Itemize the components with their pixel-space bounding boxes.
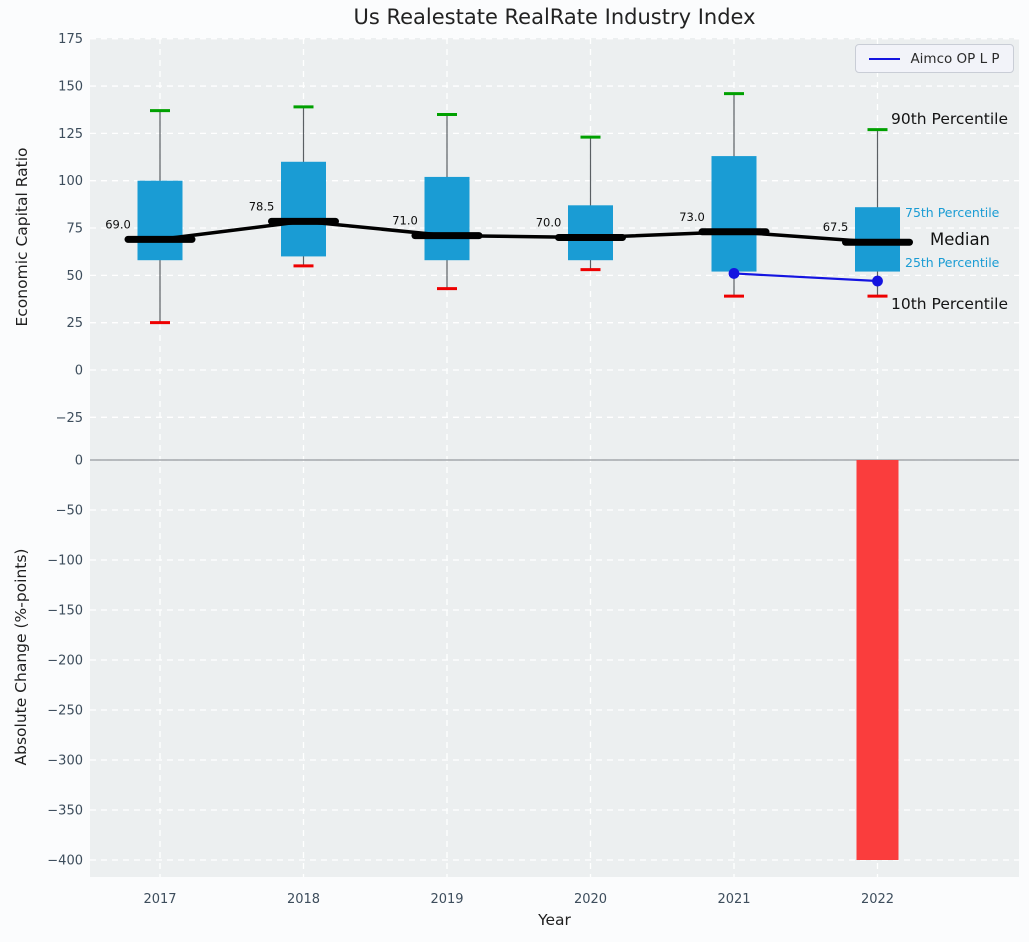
- y-tick-label: −400: [47, 854, 83, 869]
- y-tick-label: −350: [47, 804, 83, 819]
- median-value-label-2021: 73.0: [679, 210, 705, 224]
- y-tick-label: 0: [75, 364, 83, 379]
- x-axis-label-year: Year: [538, 911, 571, 929]
- legend-label: Aimco OP L P: [910, 50, 1000, 67]
- box-2017: [137, 180, 183, 261]
- aimco-point-2022: [872, 275, 883, 287]
- x-tick-label: 2019: [430, 892, 463, 907]
- legend: Aimco OP L P: [855, 44, 1014, 73]
- x-tick-label: 2022: [861, 892, 894, 907]
- y-tick-label: 125: [58, 127, 83, 142]
- aimco-line: [733, 272, 878, 283]
- y-tick-label: 50: [66, 269, 83, 284]
- annotation-90th-percentile: 90th Percentile: [891, 110, 1009, 128]
- y-tick-label: 75: [66, 222, 83, 237]
- y-tick-label: −250: [47, 704, 83, 719]
- y-tick-label: −25: [56, 411, 83, 426]
- annotation-10th-percentile: 10th Percentile: [891, 295, 1009, 313]
- y-tick-label: 100: [58, 174, 83, 189]
- x-tick-label: 2018: [287, 892, 320, 907]
- change-bar-2022: [856, 460, 899, 860]
- median-value-label-2020: 70.0: [536, 215, 562, 229]
- x-tick-label: 2017: [143, 892, 176, 907]
- y-tick-label: 175: [58, 32, 83, 47]
- x-tick-label: 2021: [717, 892, 750, 907]
- median-value-label-2019: 71.0: [392, 214, 418, 228]
- median-value-label-2018: 78.5: [249, 199, 275, 213]
- annotation-25th-percentile: 25th Percentile: [905, 255, 1000, 270]
- aimco-point-2021: [728, 268, 740, 279]
- y-axis-label-economic-capital-ratio: Economic Capital Ratio: [13, 147, 31, 327]
- y-tick-label: 150: [58, 80, 83, 95]
- box-2021: [711, 156, 757, 272]
- legend-line-swatch: [869, 57, 901, 60]
- y-tick-label: 25: [66, 316, 83, 331]
- x-tick-label: 2020: [574, 892, 607, 907]
- y-tick-label: 0: [75, 454, 83, 469]
- y-tick-label: −300: [47, 754, 83, 769]
- box-2020: [568, 205, 613, 261]
- y-tick-label: −50: [56, 504, 83, 519]
- median-value-label-2022: 67.5: [823, 220, 849, 234]
- box-2018: [281, 161, 326, 257]
- chart-title: Us Realestate RealRate Industry Index: [353, 5, 756, 29]
- annotation-median: Median: [930, 230, 991, 249]
- y-tick-label: −100: [47, 554, 83, 569]
- y-axis-label-absolute-change: Absolute Change (%-points): [12, 548, 30, 766]
- box-2019: [424, 176, 470, 261]
- y-tick-label: −200: [47, 654, 83, 669]
- y-tick-label: −150: [47, 604, 83, 619]
- median-value-label-2017: 69.0: [105, 217, 131, 231]
- annotation-75th-percentile: 75th Percentile: [905, 205, 1000, 220]
